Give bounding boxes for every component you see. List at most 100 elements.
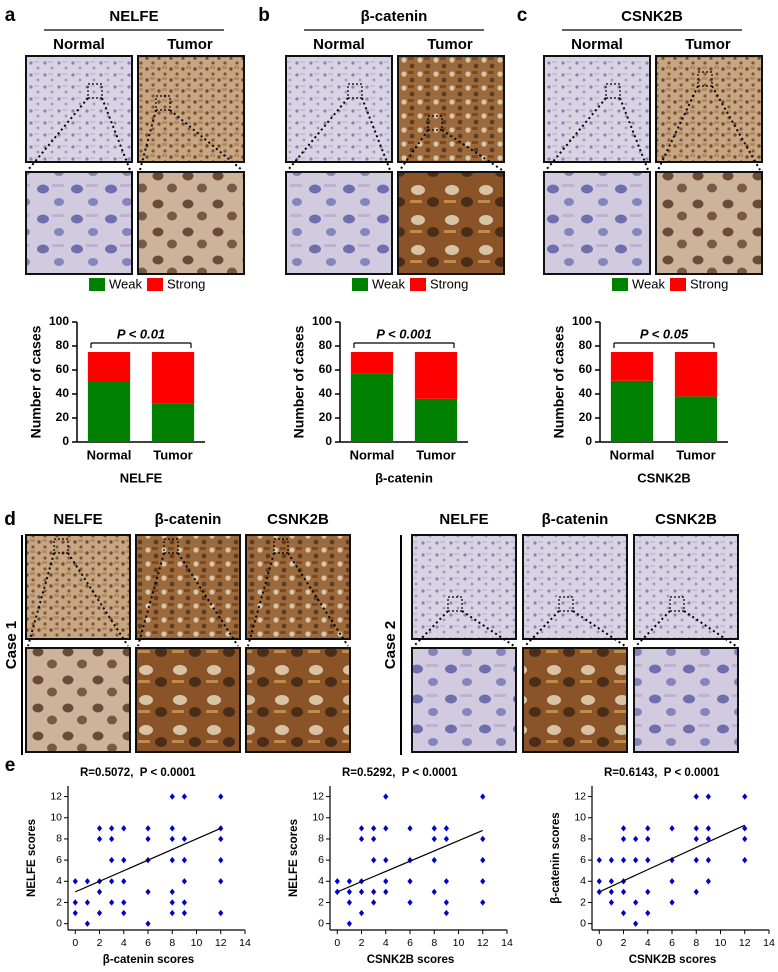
panel-title: NELFE	[109, 8, 158, 25]
data-point	[669, 899, 675, 906]
x-tick-label: Normal	[350, 447, 395, 462]
micrograph	[522, 534, 628, 640]
data-point	[96, 825, 103, 832]
zoom-line	[524, 610, 560, 647]
data-point	[407, 825, 413, 832]
y-tick-label: 80	[56, 338, 70, 352]
data-point	[645, 835, 651, 843]
data-point	[596, 856, 602, 864]
x-tick-label: 10	[453, 937, 465, 949]
x-tick-label: 4	[645, 937, 651, 949]
x-tick-label: 6	[145, 937, 151, 949]
y-tick-label: 4	[56, 875, 62, 887]
data-point	[383, 793, 389, 800]
y-tick-label: 10	[312, 812, 324, 824]
data-point	[383, 878, 389, 885]
x-tick-label: 14	[501, 937, 513, 949]
legend-label: Strong	[430, 276, 468, 291]
micrograph	[285, 55, 393, 163]
data-point	[383, 825, 389, 832]
panel-label: c	[517, 5, 528, 26]
y-tick-label: 8	[56, 833, 62, 845]
panel-label: b	[258, 5, 270, 26]
x-tick-label: 2	[97, 937, 103, 949]
micrograph	[137, 55, 245, 163]
zoom-line	[413, 610, 449, 647]
zoom-line	[545, 97, 607, 171]
data-point	[407, 856, 413, 864]
case-label: Case 2	[382, 621, 399, 669]
data-point	[346, 878, 352, 885]
column-label: Normal	[571, 36, 623, 53]
x-tick-label: 2	[621, 937, 627, 949]
data-point	[72, 878, 78, 885]
data-point	[620, 856, 627, 864]
x-tick-label: Normal	[610, 447, 655, 462]
data-point	[121, 909, 127, 917]
y-tick-label: 4	[580, 875, 586, 887]
data-point	[669, 825, 675, 832]
y-axis-title: Number of cases	[28, 325, 44, 438]
panel-label: e	[5, 755, 16, 776]
zoom-line	[461, 610, 515, 647]
data-point	[371, 888, 377, 896]
data-point	[633, 835, 639, 843]
x-tick-label: 12	[477, 937, 489, 949]
y-tick-label: 8	[580, 833, 586, 845]
legend-swatch	[352, 278, 368, 291]
data-point	[334, 878, 340, 885]
micrograph	[25, 534, 131, 640]
legend-label: Weak	[632, 276, 665, 291]
y-tick-label: 60	[319, 362, 333, 376]
bar-segment	[674, 352, 718, 397]
y-tick-label: 80	[579, 338, 593, 352]
data-point	[669, 878, 675, 885]
data-point	[693, 888, 699, 896]
p-value: P < 0.01	[117, 326, 165, 341]
data-point	[633, 899, 639, 906]
column-label: Tumor	[685, 36, 731, 53]
bar-segment	[610, 352, 654, 381]
data-point	[608, 856, 614, 864]
data-point	[443, 825, 449, 832]
micrograph	[135, 647, 241, 753]
case-label: Case 1	[3, 621, 20, 669]
data-point	[371, 899, 377, 906]
zoom-line	[635, 610, 671, 647]
y-tick-label: 2	[580, 896, 586, 908]
bar-segment	[350, 373, 394, 442]
data-point	[109, 856, 115, 864]
y-tick-label: 20	[56, 410, 70, 424]
data-point	[145, 920, 151, 927]
data-point	[96, 835, 103, 843]
x-tick-label: 0	[72, 937, 78, 949]
micrograph	[245, 647, 351, 753]
data-point	[705, 878, 711, 885]
data-point	[121, 856, 127, 864]
data-point	[669, 856, 675, 864]
data-point	[608, 878, 614, 885]
x-tick-label: 14	[239, 937, 251, 949]
data-point	[742, 856, 748, 864]
legend-label: Strong	[690, 276, 728, 291]
x-tick-label: 10	[715, 937, 727, 949]
zoom-line	[27, 97, 89, 171]
marker-label: β-catenin	[155, 511, 222, 528]
zoom-line	[572, 610, 626, 647]
micrograph	[522, 647, 628, 753]
data-point	[109, 899, 115, 906]
legend-swatch	[89, 278, 105, 291]
data-point	[480, 856, 486, 864]
x-tick-label: 12	[215, 937, 227, 949]
data-point	[121, 878, 127, 885]
data-point	[620, 835, 627, 843]
data-point	[431, 835, 437, 843]
p-value: P < 0.05	[640, 326, 689, 341]
micrograph	[25, 171, 133, 275]
data-point	[383, 888, 389, 896]
x-tick-label: 6	[669, 937, 675, 949]
y-tick-label: 20	[319, 410, 333, 424]
y-tick-label: 0	[325, 434, 332, 448]
zoom-line	[27, 552, 55, 647]
data-point	[407, 899, 413, 906]
